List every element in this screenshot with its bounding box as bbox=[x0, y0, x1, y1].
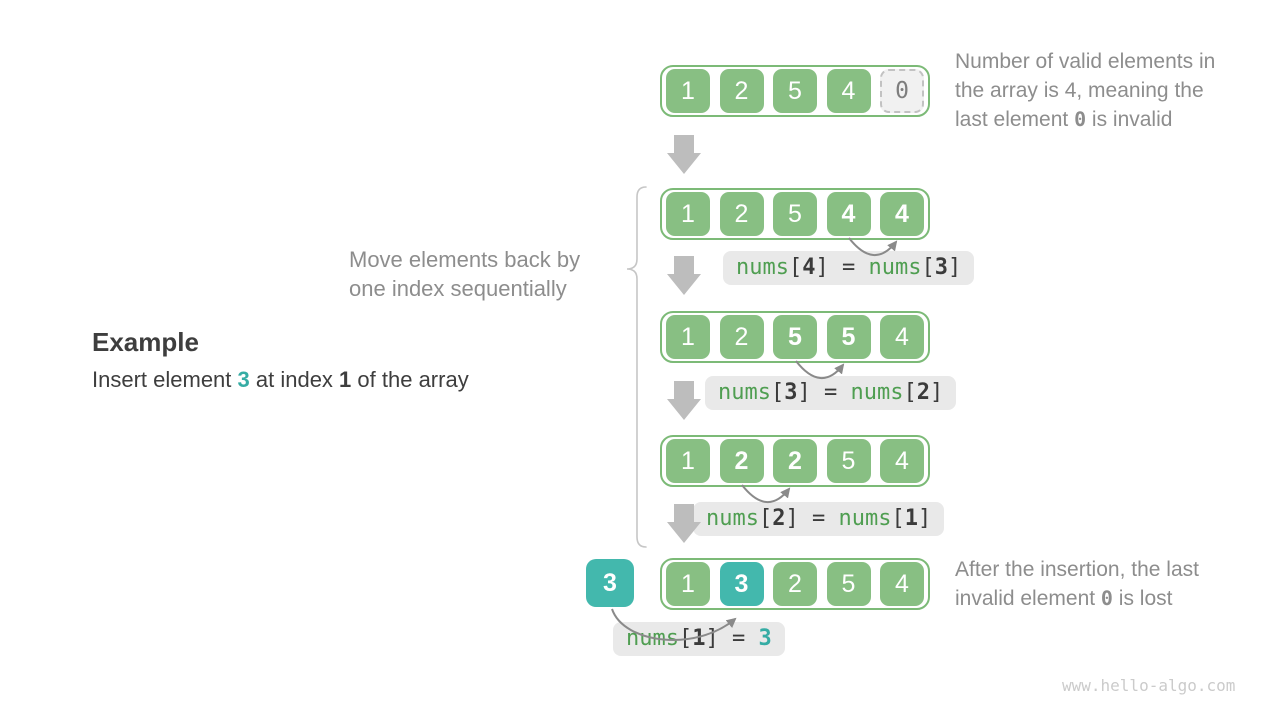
text-segment: ] bbox=[705, 626, 719, 651]
array-cell: 2 bbox=[719, 69, 764, 113]
insert-value-box: 3 bbox=[586, 559, 634, 607]
text-segment: = bbox=[718, 626, 759, 651]
text-segment: [ bbox=[903, 380, 917, 405]
down-arrow-icon bbox=[667, 256, 701, 295]
array-cell: 5 bbox=[773, 69, 817, 113]
text-segment: last element bbox=[955, 108, 1075, 131]
text-segment: nums bbox=[626, 626, 679, 651]
text-segment: 1 bbox=[904, 506, 918, 531]
array-cell: 4 bbox=[880, 192, 924, 236]
assignment-label-2: nums[3] = nums[2] bbox=[705, 376, 957, 410]
text-segment: 3 bbox=[934, 255, 948, 280]
array-cell: 0 bbox=[880, 69, 924, 113]
text-segment: [ bbox=[758, 506, 773, 531]
text-segment: Insert element bbox=[92, 367, 238, 392]
text-segment: [ bbox=[770, 380, 785, 405]
array-cell: 4 bbox=[880, 315, 924, 359]
text-segment: ] bbox=[929, 380, 944, 405]
down-arrow-icon bbox=[667, 381, 701, 420]
array-cell: 4 bbox=[826, 69, 871, 113]
assignment-label-3: nums[2] = nums[1] bbox=[693, 502, 945, 536]
text-segment: ] bbox=[815, 255, 829, 280]
text-segment: [ bbox=[788, 255, 803, 280]
array-cell: 1 bbox=[666, 315, 710, 359]
assignment-label-4: nums[1] = 3 bbox=[613, 622, 785, 656]
text-segment: ] bbox=[947, 255, 962, 280]
array-cell: 5 bbox=[826, 315, 871, 359]
text-segment: nums bbox=[736, 255, 789, 280]
text-segment: [ bbox=[921, 255, 935, 280]
text-segment: Number of valid elements in bbox=[955, 50, 1216, 73]
text-segment: nums bbox=[838, 506, 892, 531]
text-segment: = bbox=[810, 380, 851, 405]
watermark: www.hello-algo.com bbox=[1062, 676, 1236, 695]
text-segment: ] bbox=[917, 506, 932, 531]
example-title: Example bbox=[92, 327, 199, 357]
text-segment: 0 bbox=[1100, 586, 1113, 610]
text-segment: nums bbox=[850, 380, 904, 405]
text-segment: 0 bbox=[1074, 107, 1087, 131]
copy-arc-icon bbox=[741, 484, 791, 504]
array-cell: 3 bbox=[719, 562, 764, 606]
assignment-label-1: nums[4] = nums[3] bbox=[723, 251, 975, 285]
text-segment: Move elements back by bbox=[349, 247, 581, 272]
text-segment: 2 bbox=[772, 506, 786, 531]
text-segment: 1 bbox=[692, 626, 706, 651]
array-cell: 4 bbox=[880, 439, 924, 483]
array-cell: 2 bbox=[773, 439, 817, 483]
text-segment: [ bbox=[891, 506, 905, 531]
text-segment: 3 bbox=[784, 380, 798, 405]
annotation-bottom: After the insertion, the last invalid ele… bbox=[955, 555, 1199, 613]
example-description: Insert element 3 at index 1 of the array bbox=[92, 367, 469, 393]
text-segment: = bbox=[828, 255, 869, 280]
text-segment: nums bbox=[868, 255, 922, 280]
array-cell: 2 bbox=[773, 562, 817, 606]
text-segment: nums bbox=[718, 380, 771, 405]
text-segment: invalid element bbox=[955, 587, 1101, 610]
text-segment: is lost bbox=[1112, 587, 1173, 610]
text-segment: ] bbox=[797, 380, 811, 405]
array-cell: 5 bbox=[826, 562, 871, 606]
array-cell: 1 bbox=[666, 69, 710, 113]
text-segment: of the array bbox=[351, 367, 469, 392]
text-segment: 3 bbox=[758, 626, 772, 651]
text-segment: is invalid bbox=[1086, 108, 1173, 131]
array-cell: 1 bbox=[666, 562, 710, 606]
array-cell: 2 bbox=[719, 315, 764, 359]
text-segment: the array is 4, meaning the bbox=[955, 79, 1204, 102]
text-segment: 1 bbox=[339, 367, 352, 392]
array-cell: 2 bbox=[719, 192, 764, 236]
text-segment: at index bbox=[249, 367, 340, 392]
array-cell: 5 bbox=[826, 439, 871, 483]
annotation-top: Number of valid elements in the array is … bbox=[955, 47, 1215, 134]
down-arrow-icon bbox=[667, 135, 701, 174]
array-cell: 4 bbox=[826, 192, 871, 236]
array-cell: 2 bbox=[719, 439, 764, 483]
text-segment: 2 bbox=[916, 380, 930, 405]
text-segment: 4 bbox=[802, 255, 816, 280]
array-cell: 5 bbox=[773, 192, 817, 236]
brace-icon bbox=[626, 186, 647, 548]
array-cell: 4 bbox=[880, 562, 924, 606]
text-segment: 3 bbox=[237, 367, 250, 392]
move-note: Move elements back by one index sequentia… bbox=[349, 245, 580, 303]
array-cell: 1 bbox=[666, 192, 710, 236]
text-segment: [ bbox=[678, 626, 693, 651]
array-cell: 5 bbox=[773, 315, 817, 359]
array-cell: 1 bbox=[666, 439, 710, 483]
text-segment: one index sequentially bbox=[349, 276, 567, 301]
text-segment: After the insertion, the last bbox=[955, 558, 1199, 581]
text-segment: ] bbox=[785, 506, 799, 531]
text-segment: nums bbox=[706, 506, 759, 531]
text-segment: = bbox=[798, 506, 839, 531]
